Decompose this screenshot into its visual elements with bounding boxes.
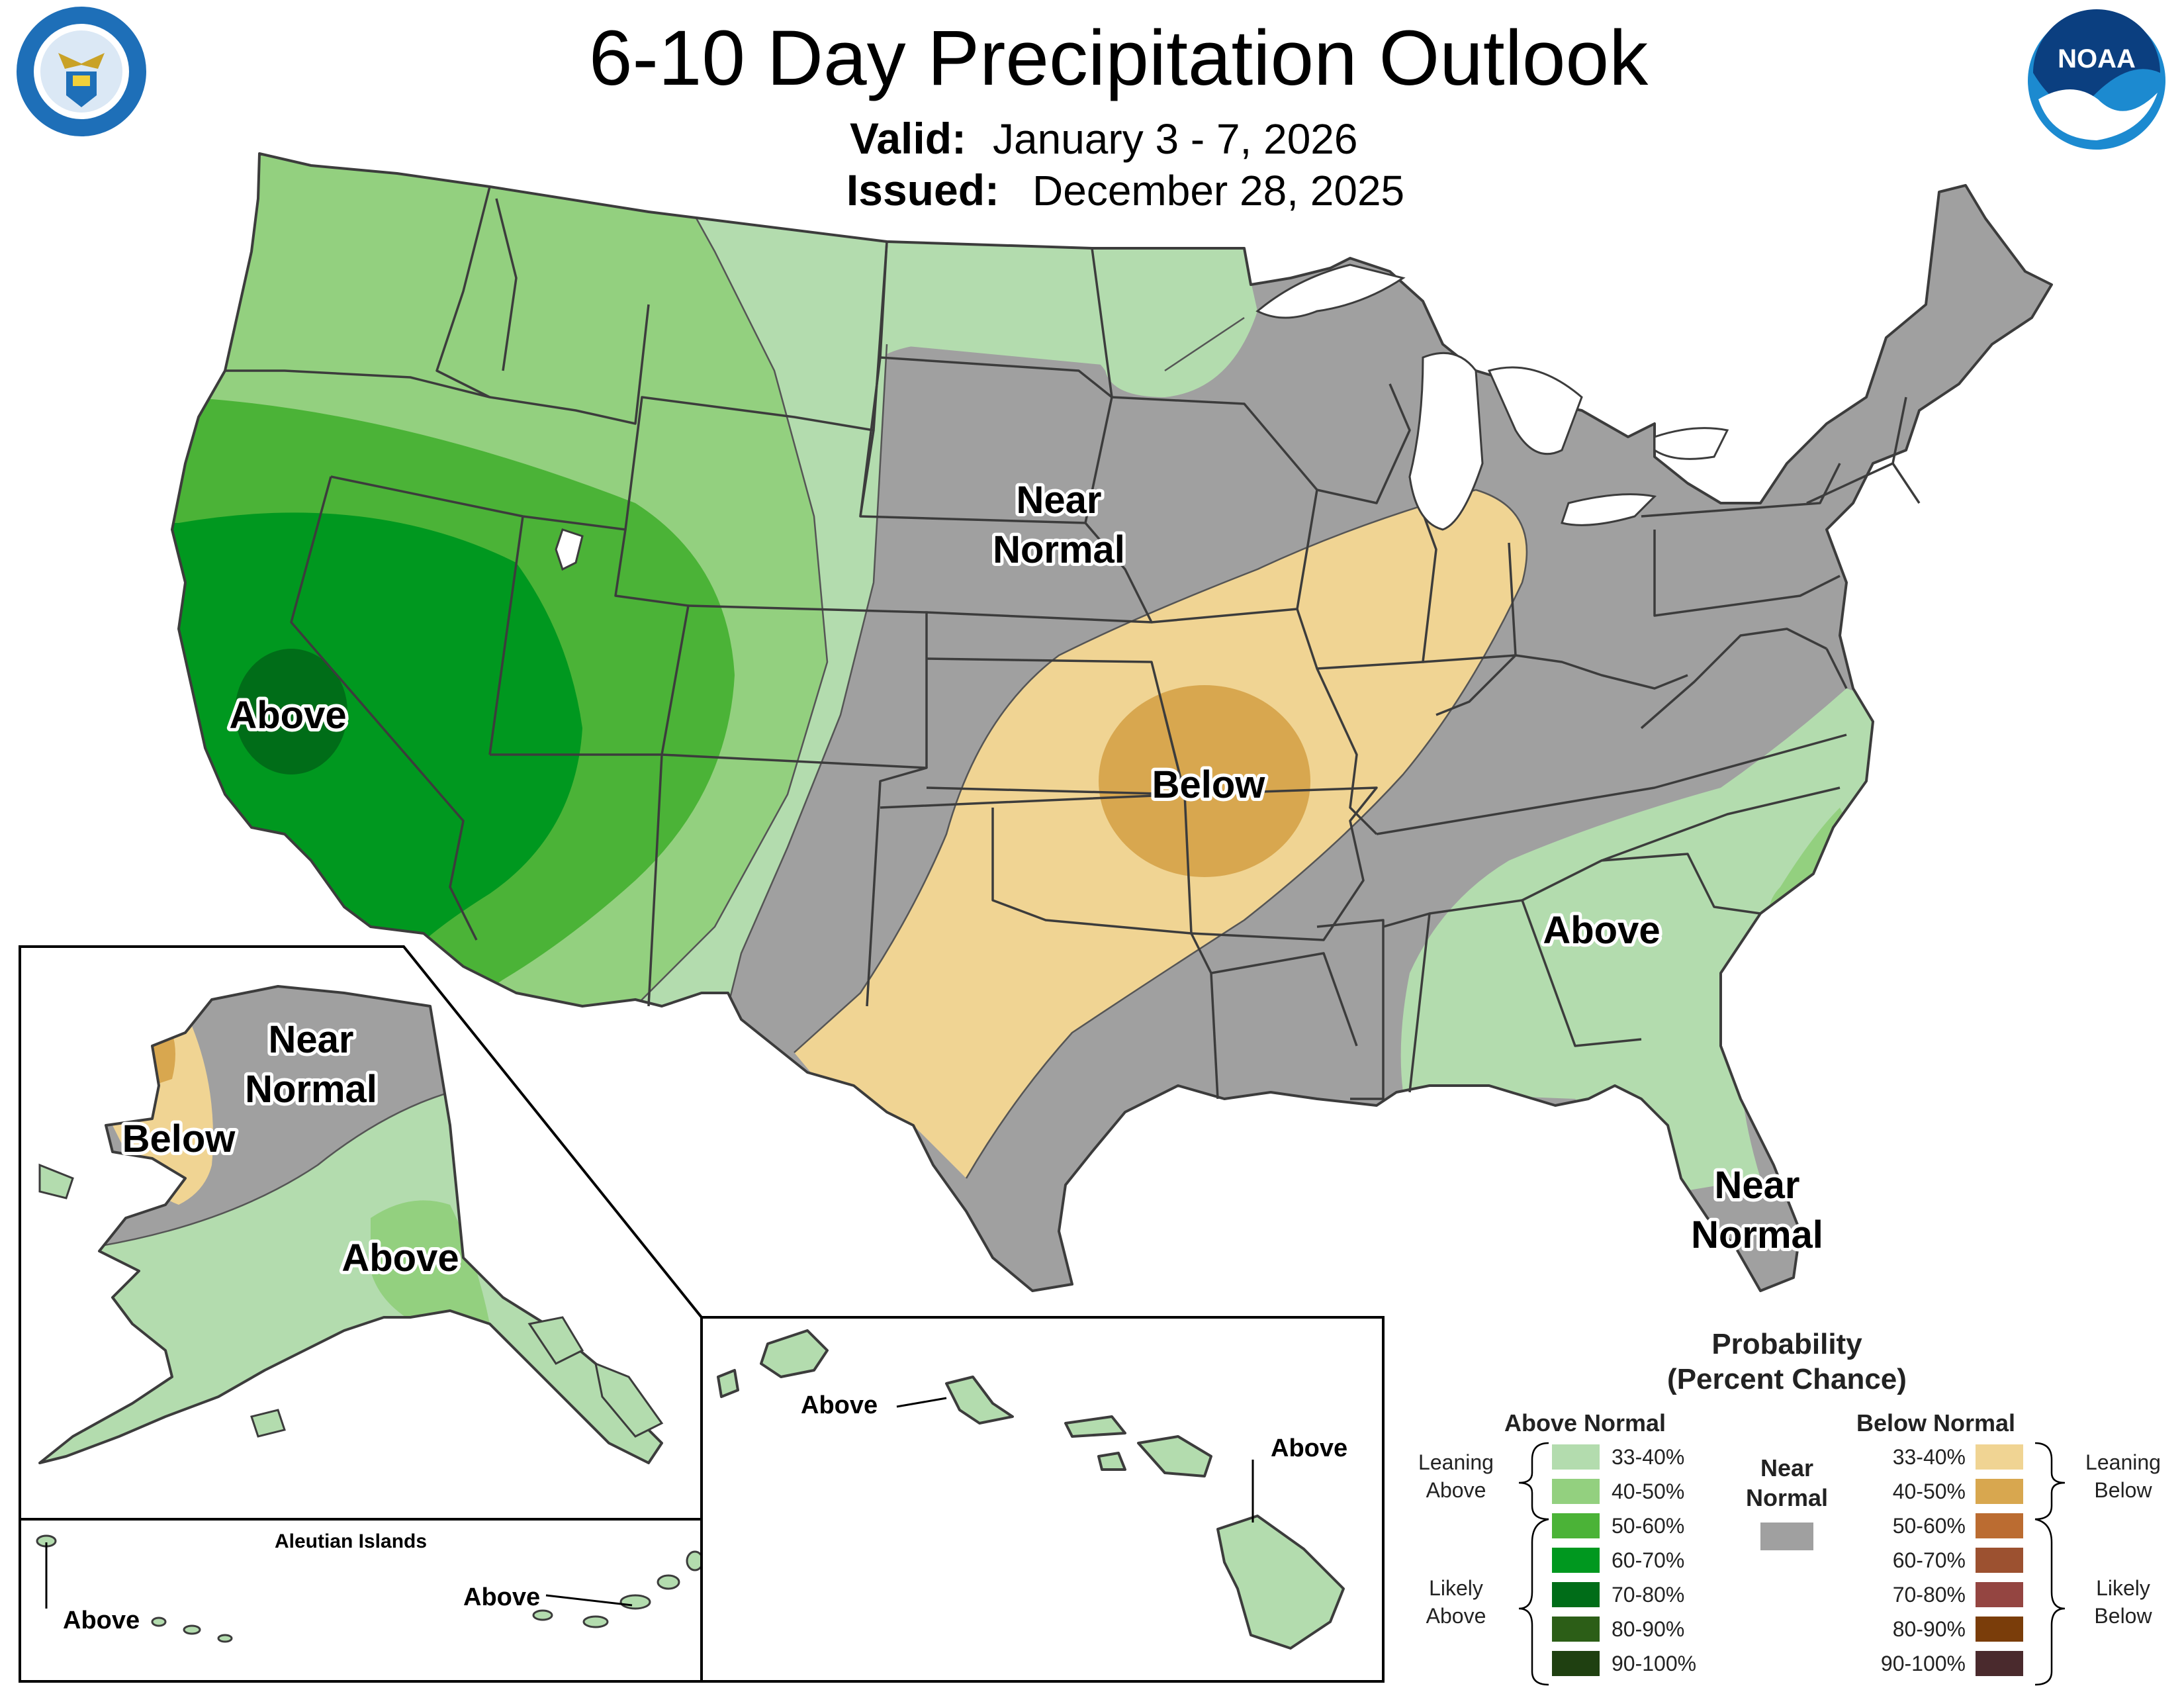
florida-near-normal-label-line1: Near: [1715, 1164, 1800, 1207]
noaa-logo-text: NOAA: [2058, 44, 2136, 73]
legend-leaning-below-line1: Leaning: [2085, 1450, 2161, 1474]
southeast-above-label: Above: [1543, 909, 1660, 952]
map-title: 6-10 Day Precipitation Outlook: [589, 15, 1649, 102]
legend-below-bin-swatch-5: [1976, 1617, 2023, 1642]
big-island: [1216, 1515, 1345, 1650]
niihau-island: [717, 1369, 739, 1398]
legend-leaning-above-line2: Above: [1426, 1478, 1486, 1502]
conus-below-40-50-region: [1099, 685, 1310, 877]
legend-above-bin-label-2: 50-60%: [1612, 1514, 1684, 1538]
legend-leaning-below-line2: Below: [2094, 1478, 2152, 1502]
legend-below-bin-label-0: 33-40%: [1893, 1445, 1966, 1469]
legend-above-bin-label-6: 90-100%: [1612, 1652, 1696, 1675]
alaska-near-normal-label-line2: Normal: [245, 1068, 377, 1111]
valid-dates: January 3 - 7, 2026: [993, 115, 1357, 163]
commerce-seal-logo: [14, 4, 149, 139]
legend-below-bin-swatch-4: [1976, 1582, 2023, 1607]
legend-above-bin-swatch-6: [1552, 1651, 1600, 1676]
central-near-normal-label-line2: Normal: [993, 528, 1125, 571]
hawaii-inset: Above Above: [700, 1316, 1385, 1683]
legend-above-bin-swatch-5: [1552, 1617, 1600, 1642]
legend-above-bin-swatch-3: [1552, 1548, 1600, 1573]
aleutian-islands-title: Aleutian Islands: [275, 1530, 427, 1552]
oahu-island: [945, 1376, 1014, 1425]
legend-near-swatch: [1760, 1523, 1813, 1550]
alaska-near-normal-label-line1: Near: [269, 1018, 354, 1061]
legend-likely-below-line2: Below: [2094, 1604, 2152, 1628]
legend-likely-above-line2: Above: [1426, 1604, 1486, 1628]
issued-date: December 28, 2025: [1032, 167, 1404, 214]
legend-title-line1: Probability: [1711, 1328, 1862, 1360]
noaa-logo: NOAA: [2028, 9, 2165, 150]
maui-island: [1137, 1435, 1212, 1477]
legend-below-header: Below Normal: [1856, 1409, 2015, 1436]
legend-below-bin-swatch-3: [1976, 1548, 2023, 1573]
legend-above-bin-swatch-4: [1552, 1582, 1600, 1607]
legend-below-bin-label-4: 70-80%: [1893, 1583, 1966, 1607]
legend-above-bin-swatch-0: [1552, 1444, 1600, 1470]
northern-plains-above-region: [874, 252, 1257, 397]
west-above-label: Above: [229, 694, 346, 737]
hawaii-west-above-label: Above: [801, 1391, 878, 1419]
legend-likely-above-line1: Likely: [1429, 1576, 1483, 1600]
legend-below-bin-label-5: 80-90%: [1893, 1617, 1966, 1641]
aleutian-left-above-label: Above: [63, 1607, 140, 1634]
legend-above-bins: 33-40% 40-50% 50-60% 60-70% 70-80% 80-90% 90-1…: [1552, 1444, 1696, 1676]
legend-below-bin-swatch-0: [1976, 1444, 2023, 1470]
legend-below-bin-label-1: 40-50%: [1893, 1479, 1966, 1503]
southeast-above-33-40-region: [1400, 688, 1906, 1192]
molokai-island: [1064, 1415, 1126, 1438]
legend-below-bin-swatch-2: [1976, 1513, 2023, 1538]
central-near-normal-label-line1: Near: [1017, 479, 1102, 522]
alaska-below-label: Below: [122, 1117, 236, 1160]
legend-above-header: Above Normal: [1504, 1409, 1666, 1436]
legend-above-bin-label-3: 60-70%: [1612, 1548, 1684, 1572]
legend-above-bin-label-5: 80-90%: [1612, 1617, 1684, 1641]
aleutian-right-above-label: Above: [463, 1583, 540, 1611]
alaska-inset: Near Normal Below Above Aleutian Islands…: [19, 945, 704, 1683]
legend-below-bin-label-3: 60-70%: [1893, 1548, 1966, 1572]
alaska-above-label: Above: [341, 1237, 459, 1280]
legend-above-bin-swatch-2: [1552, 1513, 1600, 1538]
legend-near-line1: Near: [1760, 1454, 1813, 1481]
valid-label: Valid:: [850, 114, 966, 163]
legend-above-bin-swatch-1: [1552, 1479, 1600, 1504]
legend-near-line2: Normal: [1746, 1484, 1828, 1511]
conus-above-70-80-region: [235, 649, 347, 774]
legend-above-bin-label-4: 70-80%: [1612, 1583, 1684, 1607]
legend-below-bin-swatch-1: [1976, 1479, 2023, 1504]
conus-map: Above Near Normal Below Above Near Norma…: [171, 152, 2053, 1292]
legend-above-bin-label-0: 33-40%: [1612, 1445, 1684, 1469]
kauai-island: [760, 1329, 829, 1378]
legend-below-bin-swatch-6: [1976, 1651, 2023, 1676]
florida-near-normal-label-line2: Normal: [1691, 1213, 1823, 1256]
legend-below-bin-label-2: 50-60%: [1893, 1514, 1966, 1538]
legend-title-line2: (Percent Chance): [1667, 1363, 1907, 1395]
central-below-label: Below: [1152, 763, 1266, 806]
legend-leaning-above-line1: Leaning: [1418, 1450, 1494, 1474]
great-lakes: [555, 263, 1729, 571]
legend-above-bin-label-1: 40-50%: [1612, 1479, 1684, 1503]
issued-label: Issued:: [846, 165, 999, 214]
legend-below-bin-label-6: 90-100%: [1881, 1652, 1966, 1675]
probability-legend: Probability (Percent Chance) Above Norma…: [1418, 1328, 2161, 1686]
hawaii-east-above-label: Above: [1271, 1434, 1347, 1462]
legend-likely-below-line1: Likely: [2096, 1576, 2150, 1600]
legend-below-bins: 33-40% 40-50% 50-60% 60-70% 70-80% 80-90% 90-1…: [1881, 1444, 2023, 1676]
lanai-island: [1097, 1452, 1126, 1471]
